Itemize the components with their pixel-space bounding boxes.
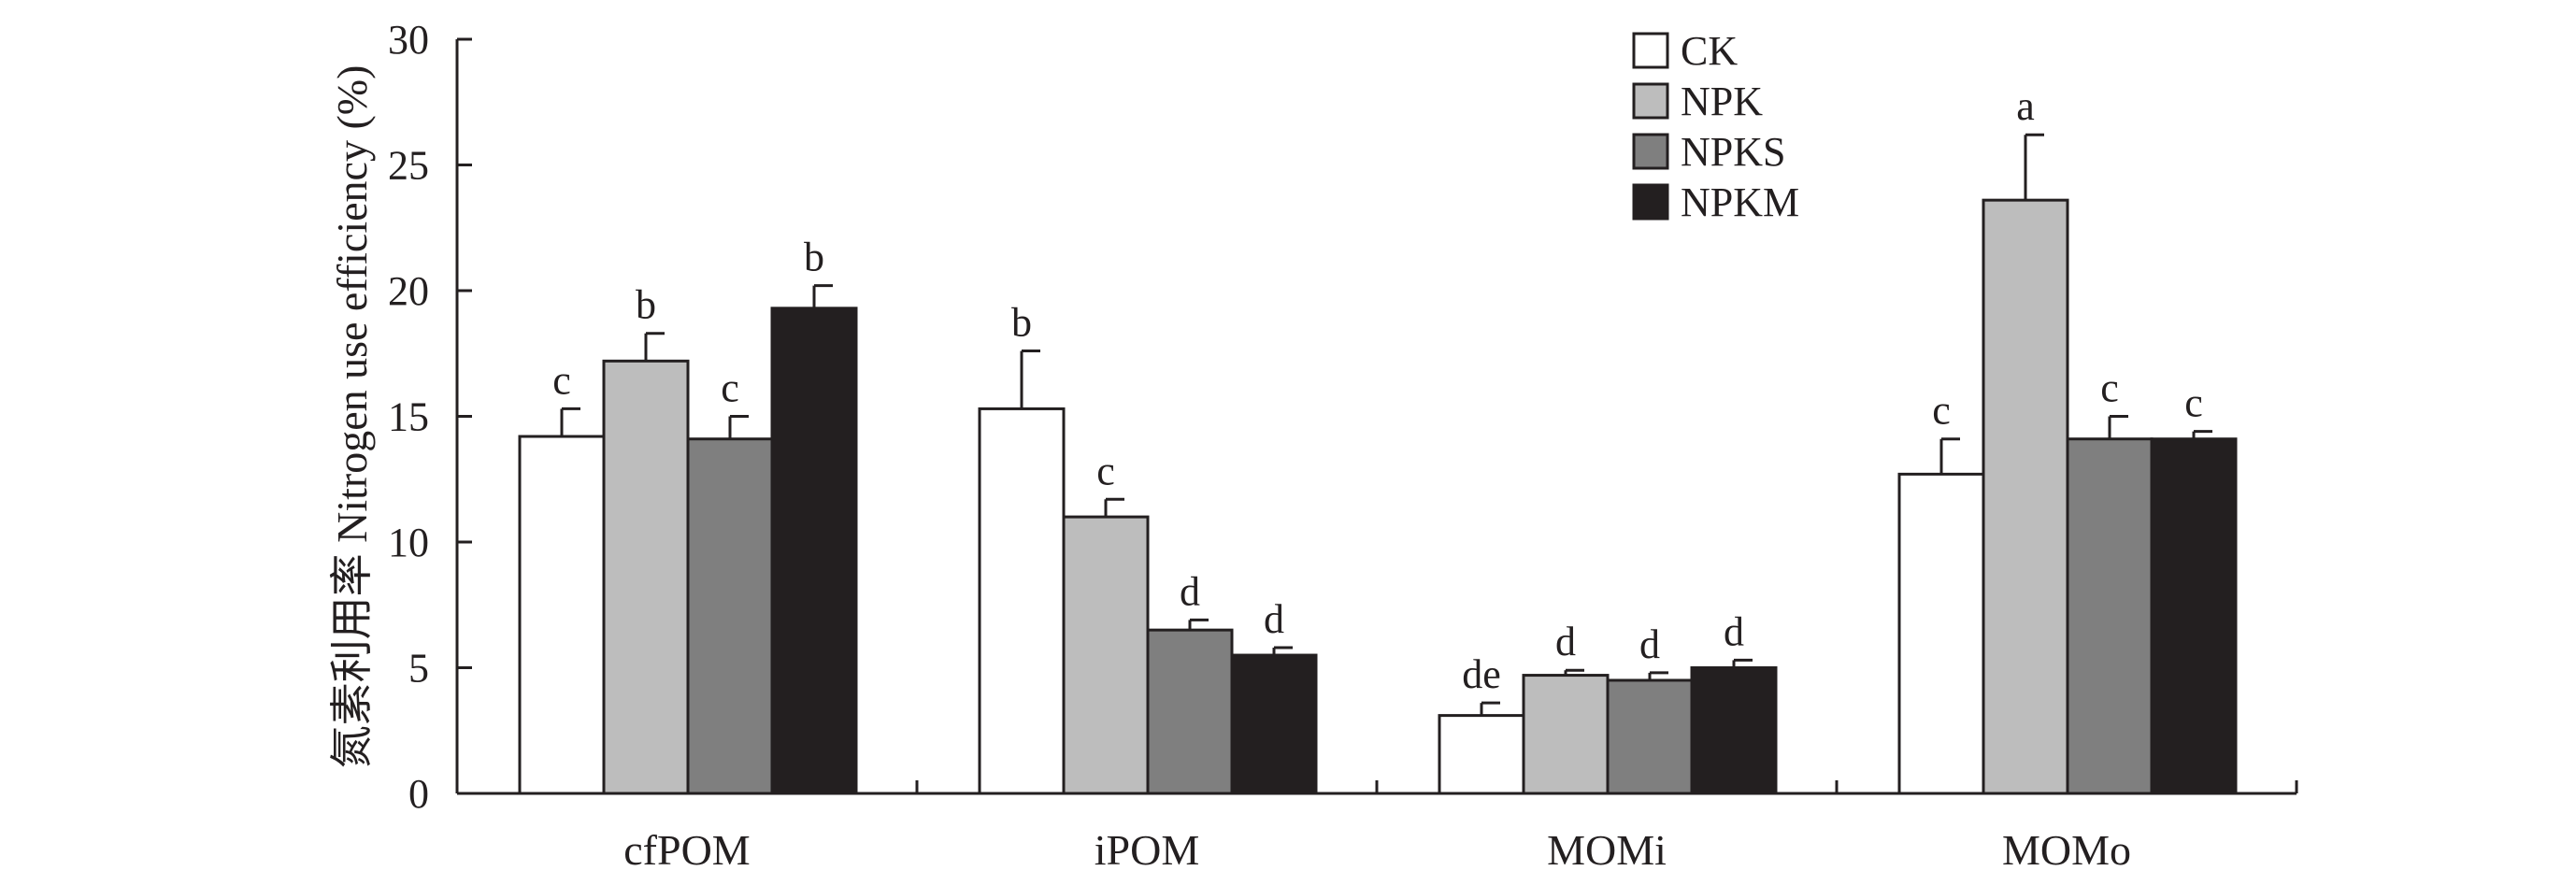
significance-letter: d [1555, 619, 1576, 664]
legend-swatch [1632, 32, 1669, 69]
bar-group-momi: de d d d MOMi [1438, 608, 1778, 874]
y-tick-label: 20 [388, 268, 429, 314]
y-tick-label: 5 [408, 646, 429, 692]
significance-letter: b [1011, 300, 1032, 346]
bar-group-cfpom: c b c b cfPOM [518, 235, 858, 874]
bar-npk [1522, 674, 1610, 795]
significance-letter: c [721, 365, 739, 411]
legend-label: NPKS [1681, 129, 1786, 175]
significance-letter: a [2016, 83, 2035, 129]
legend-label: NPK [1681, 79, 1763, 124]
bar-npkm [1230, 653, 1318, 795]
legend-swatch [1632, 183, 1669, 221]
significance-letter: c [1932, 388, 1951, 434]
bar-ck [1438, 714, 1525, 795]
significance-letter: b [636, 282, 656, 328]
legend-swatch [1632, 82, 1669, 120]
significance-letter: c [1096, 448, 1115, 493]
y-tick-label: 0 [408, 771, 429, 817]
bar-npkm [2150, 437, 2238, 795]
bar-ck [978, 407, 1066, 795]
category-label: cfPOM [623, 826, 750, 874]
bar-npk [1982, 198, 2069, 795]
legend-label: CK [1681, 28, 1738, 74]
significance-letter: d [1724, 608, 1744, 654]
bar-npk [602, 359, 690, 795]
significance-letter: c [552, 357, 571, 403]
significance-letter: d [1180, 568, 1200, 614]
bar-npks [2066, 437, 2154, 795]
y-axis-label: 氮素利用率 Nitrogen use efficiency (%) [328, 65, 376, 769]
bar-groups: c b c b cfPOM b c d d iPOM de d d d MOMi c a c c MOMo [518, 83, 2238, 874]
y-tick-label: 25 [388, 143, 429, 189]
legend-item-ck: CK [1632, 28, 1738, 74]
significance-letter: de [1462, 651, 1501, 697]
significance-letter: d [1639, 621, 1660, 667]
category-label: iPOM [1095, 826, 1199, 874]
significance-letter: c [2100, 365, 2119, 411]
bar-npkm [770, 307, 858, 795]
bar-npks [1146, 628, 1234, 795]
bar-ck [1897, 472, 1985, 795]
y-tick-label: 30 [388, 17, 429, 63]
bar-npks [686, 437, 774, 795]
bar-ck [518, 435, 606, 795]
legend-item-npks: NPKS [1632, 129, 1786, 175]
significance-letter: d [1264, 596, 1284, 642]
y-tick-label: 10 [388, 520, 429, 565]
y-tick-label: 15 [388, 394, 429, 440]
category-label: MOMi [1547, 826, 1667, 874]
legend-item-npkm: NPKM [1632, 179, 1799, 225]
legend-swatch [1632, 133, 1669, 170]
bar-group-momo: c a c c MOMo [1897, 83, 2238, 874]
significance-letter: c [2184, 380, 2203, 426]
bar-npk [1062, 515, 1150, 795]
significance-letter: b [804, 235, 824, 280]
bar-group-ipom: b c d d iPOM [978, 300, 1318, 874]
bar-npkm [1690, 666, 1778, 795]
category-label: MOMo [2002, 826, 2131, 874]
legend-item-npk: NPK [1632, 79, 1763, 124]
legend-label: NPKM [1681, 179, 1799, 225]
bar-npks [1606, 678, 1694, 795]
